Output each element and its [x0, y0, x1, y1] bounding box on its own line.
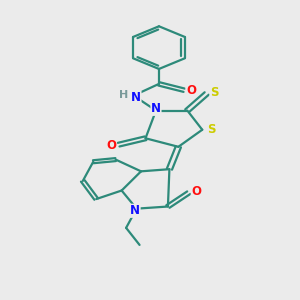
Text: O: O — [191, 185, 201, 198]
Text: S: S — [207, 123, 215, 136]
Text: H: H — [118, 89, 128, 100]
Text: N: N — [131, 91, 141, 104]
Text: O: O — [186, 84, 196, 97]
Text: N: N — [151, 102, 161, 115]
Text: O: O — [106, 139, 116, 152]
Text: N: N — [130, 204, 140, 217]
Text: S: S — [210, 86, 218, 99]
